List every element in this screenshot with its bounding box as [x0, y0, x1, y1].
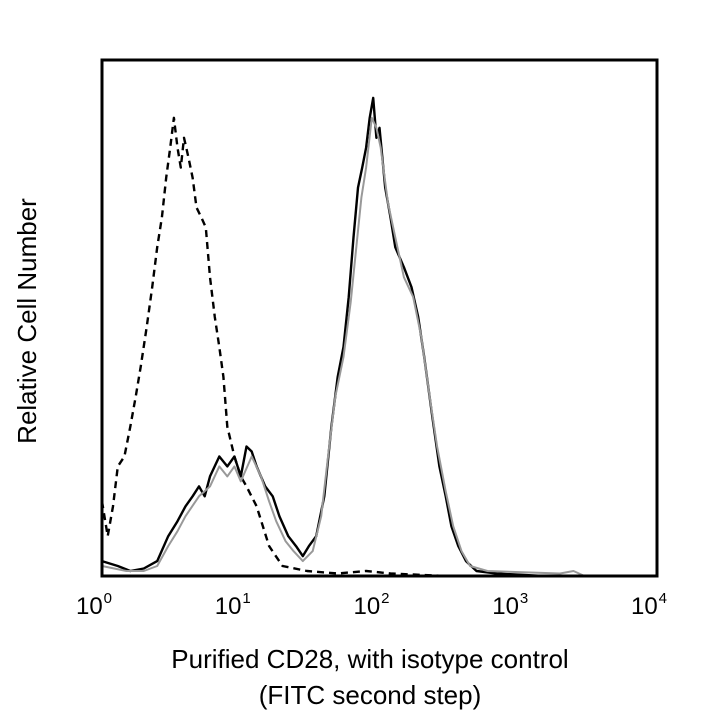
plot-frame: [100, 58, 659, 578]
histogram-series-1: [101, 96, 657, 578]
x-tick-label: 102: [353, 590, 389, 620]
series-layer: [100, 96, 657, 578]
x-tick-label: 104: [631, 590, 667, 620]
x-tick-label: 100: [76, 590, 112, 620]
x-tick-label: 103: [492, 590, 528, 620]
histogram-series-2: [101, 116, 657, 577]
x-axis-label-line2: (FITC second step): [259, 680, 482, 710]
x-axis-label-line1: Purified CD28, with isotype control: [171, 644, 568, 674]
histogram-series-0: [100, 116, 657, 578]
x-tick-labels: 100 101 102 103 104: [76, 590, 667, 620]
x-tick-label: 101: [215, 590, 251, 620]
y-axis-label: Relative Cell Number: [12, 198, 42, 444]
